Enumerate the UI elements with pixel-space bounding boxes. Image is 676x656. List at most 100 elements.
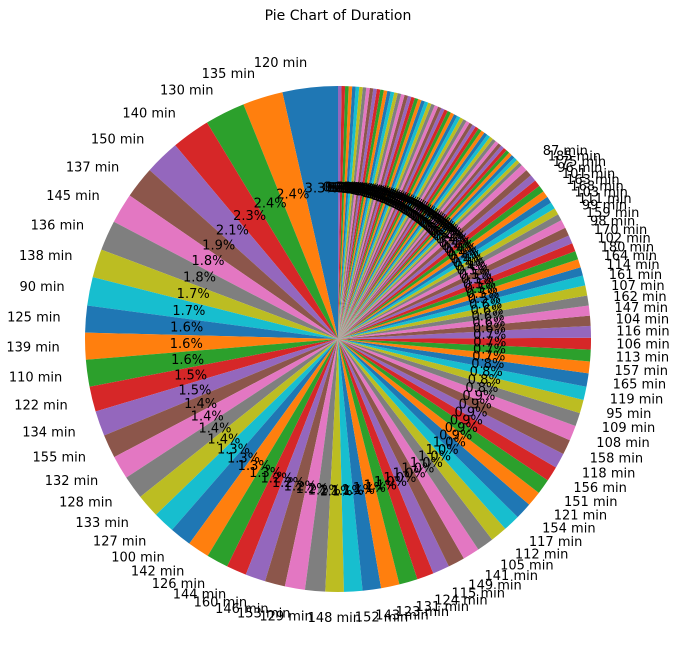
- pie-slice: [284, 339, 338, 590]
- pie-slice: [282, 86, 338, 339]
- percent-label: 0.2%: [367, 188, 400, 203]
- pie-slice: [113, 195, 338, 339]
- percent-label: 1.9%: [202, 239, 235, 254]
- pie-slice: [338, 295, 589, 339]
- percent-label: 1.6%: [170, 337, 203, 352]
- percent-label: 1.4%: [184, 397, 217, 412]
- percent-label: 1.2%: [260, 472, 293, 487]
- slice-label: 158 min: [590, 452, 643, 467]
- pie-slice: [85, 305, 338, 339]
- slice-label: 128 min: [59, 496, 112, 511]
- slice-label: 115 min: [452, 587, 505, 602]
- slice-label: 123 min: [396, 605, 449, 620]
- percent-label: 0.2%: [352, 184, 385, 199]
- percent-label: 0.5%: [466, 287, 499, 302]
- slice-label: 95 min: [606, 407, 651, 422]
- percent-labels: 3.3%2.4%2.4%2.3%2.1%1.9%1.8%1.8%1.7%1.7%…: [170, 181, 507, 500]
- pie-slice: [338, 339, 591, 362]
- pie-slice: [338, 285, 588, 339]
- percent-label: 2.3%: [233, 209, 266, 224]
- slice-label: 113 min: [616, 351, 669, 366]
- pie-slice: [338, 147, 507, 339]
- pie-slice: [338, 86, 346, 340]
- percent-label: 0.2%: [422, 219, 455, 234]
- pie-slice: [87, 277, 338, 339]
- slice-label: 147 min: [615, 301, 668, 316]
- pie-slice: [338, 114, 458, 339]
- pie-slice: [338, 339, 564, 468]
- percent-label: 0.6%: [473, 322, 506, 337]
- pie-slice: [338, 339, 576, 441]
- pie-slice: [338, 339, 382, 591]
- slice-label: 108 min: [596, 436, 649, 451]
- percent-label: 1.1%: [353, 481, 386, 496]
- pie-slice: [338, 339, 584, 414]
- pie-slice: [338, 160, 520, 339]
- slice-label: 180 min: [601, 240, 654, 255]
- percent-label: 0.2%: [360, 186, 393, 201]
- percent-label: 0.2%: [430, 226, 463, 241]
- percent-label: 1.3%: [217, 443, 250, 458]
- pie-slice: [338, 339, 479, 559]
- percent-label: 1.1%: [331, 484, 364, 499]
- pie-slice: [338, 86, 363, 339]
- slice-label: 90 min: [19, 280, 64, 295]
- pie-slice: [338, 143, 502, 339]
- pie-slice: [338, 89, 381, 339]
- pie-slice: [338, 214, 562, 339]
- percent-label: 0.5%: [463, 277, 496, 292]
- pie-slice: [338, 339, 449, 574]
- pie-slice: [338, 88, 374, 339]
- pie-slice: [338, 130, 485, 339]
- percent-label: 0.2%: [364, 187, 397, 202]
- percent-label: 0.2%: [358, 185, 391, 200]
- percent-label: 0.2%: [337, 182, 370, 197]
- slice-label: 117 min: [529, 535, 582, 550]
- pie-slice: [338, 92, 398, 339]
- slice-label: 118 min: [582, 467, 635, 482]
- percent-label: 0.7%: [473, 328, 506, 343]
- percent-label: 0.8%: [468, 373, 501, 388]
- slice-label: 149 min: [468, 578, 521, 593]
- percent-label: 2.4%: [276, 188, 309, 203]
- slice-label: 101 min: [562, 167, 615, 182]
- slice-label: 112 min: [515, 547, 568, 562]
- percent-label: 0.2%: [350, 183, 383, 198]
- pie-slice: [338, 86, 349, 339]
- pie-slice: [101, 221, 338, 339]
- percent-label: 0.2%: [410, 209, 443, 224]
- pie-slice: [338, 227, 569, 339]
- percent-label: 0.2%: [339, 182, 372, 197]
- pie-slice: [338, 97, 419, 339]
- percent-label: 0.2%: [384, 194, 417, 209]
- percent-label: 0.2%: [377, 191, 410, 206]
- pie-slice: [338, 87, 370, 339]
- slice-label: 100 min: [111, 550, 164, 565]
- percent-label: 0.6%: [471, 309, 504, 324]
- percent-label: 0.2%: [408, 208, 441, 223]
- percent-label: 0.2%: [417, 215, 450, 230]
- pie-slice: [338, 90, 388, 339]
- slice-label: 144 min: [173, 587, 226, 602]
- slice-label: 109 min: [602, 421, 655, 436]
- percent-label: 1.2%: [272, 476, 305, 491]
- slice-label: 161 min: [609, 268, 662, 283]
- pie-slice: [338, 89, 384, 339]
- pie-slice: [338, 121, 470, 339]
- pie-slice: [189, 339, 338, 556]
- pie-slice: [338, 111, 451, 339]
- percent-label: 0.4%: [441, 239, 474, 254]
- percent-label: 0.2%: [394, 199, 427, 214]
- percent-label: 0.2%: [403, 205, 436, 220]
- percent-label: 0.4%: [448, 249, 481, 264]
- pie-slice: [175, 122, 338, 339]
- percent-label: 0.2%: [392, 198, 425, 213]
- pie-slice: [129, 170, 338, 339]
- pie-slice: [338, 339, 363, 592]
- percent-label: 0.2%: [373, 190, 406, 205]
- percent-label: 0.2%: [398, 201, 431, 216]
- percent-label: 1.2%: [308, 484, 341, 499]
- percent-label: 0.2%: [354, 184, 387, 199]
- pie-slice: [338, 124, 476, 339]
